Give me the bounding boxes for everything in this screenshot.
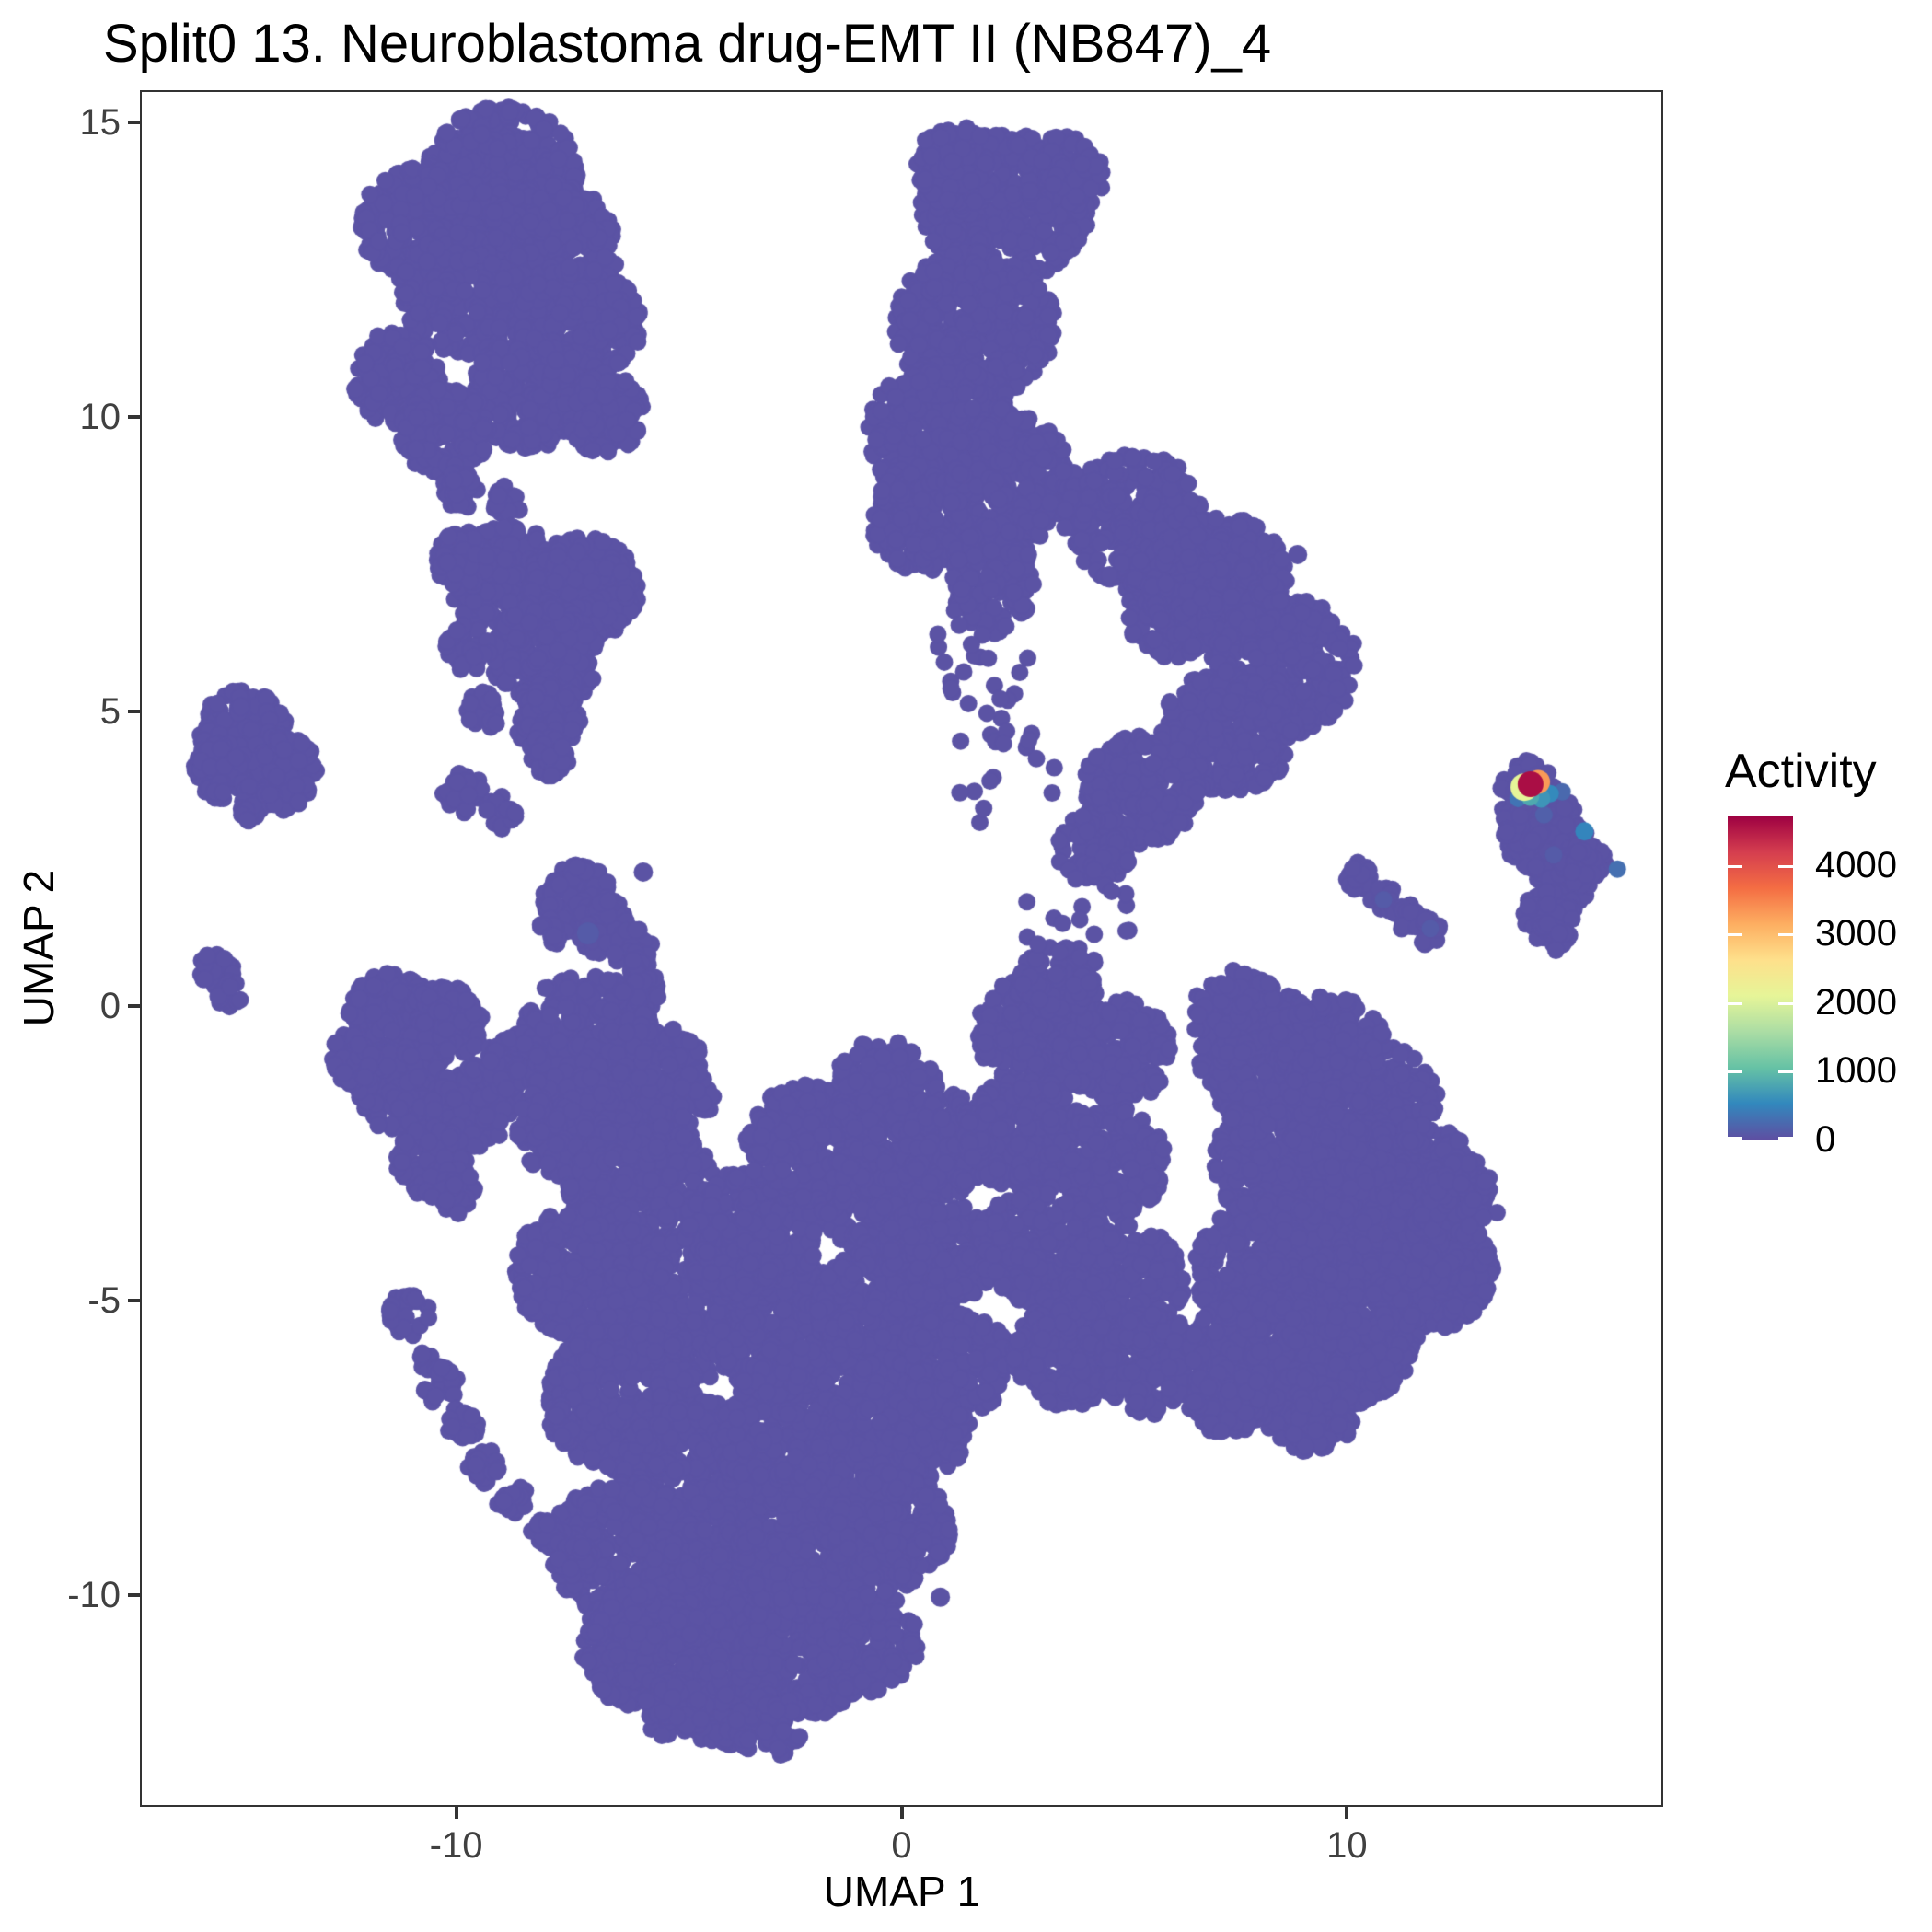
- y-axis-title: UMAP 2: [15, 869, 63, 1027]
- legend-tick-label: 0: [1815, 1119, 1836, 1160]
- y-tick-mark: [128, 710, 140, 714]
- legend-tick-right: [1778, 1001, 1793, 1005]
- x-tick-label: -10: [429, 1825, 483, 1866]
- legend-tick-left: [1728, 933, 1742, 937]
- legend-tick-label: 1000: [1815, 1050, 1897, 1092]
- y-tick-mark: [128, 1299, 140, 1303]
- legend-tick-left: [1728, 864, 1742, 868]
- legend-tick-label: 3000: [1815, 913, 1897, 954]
- y-tick-mark: [128, 121, 140, 125]
- y-tick-mark: [128, 1004, 140, 1009]
- umap-scatter-canvas: [142, 92, 1661, 1805]
- y-tick-label: 5: [99, 691, 121, 733]
- legend-tick-label: 2000: [1815, 981, 1897, 1023]
- y-tick-label: -10: [67, 1575, 121, 1616]
- legend-colorbar: [1728, 816, 1793, 1140]
- legend-title: Activity: [1725, 745, 1877, 798]
- y-tick-label: 0: [99, 986, 121, 1027]
- y-tick-label: 10: [79, 397, 121, 438]
- x-tick-mark: [1345, 1807, 1349, 1819]
- legend-tick-right: [1778, 1137, 1793, 1140]
- legend-tick-left: [1728, 1137, 1742, 1140]
- x-tick-label: 0: [891, 1825, 912, 1866]
- plot-panel: [140, 90, 1663, 1807]
- legend-tick-right: [1778, 933, 1793, 937]
- legend-tick-left: [1728, 1070, 1742, 1074]
- legend-tick-label: 4000: [1815, 844, 1897, 885]
- y-tick-label: -5: [87, 1280, 121, 1322]
- y-tick-mark: [128, 1593, 140, 1598]
- legend-tick-left: [1728, 1001, 1742, 1005]
- x-axis-title: UMAP 1: [823, 1868, 981, 1915]
- y-tick-mark: [128, 415, 140, 420]
- x-tick-label: 10: [1326, 1825, 1368, 1866]
- plot-title: Split0 13. Neuroblastoma drug-EMT II (NB…: [103, 14, 1272, 74]
- legend-tick-right: [1778, 864, 1793, 868]
- y-tick-label: 15: [79, 102, 121, 144]
- legend-tick-right: [1778, 1070, 1793, 1074]
- x-tick-mark: [899, 1807, 904, 1819]
- x-tick-mark: [454, 1807, 458, 1819]
